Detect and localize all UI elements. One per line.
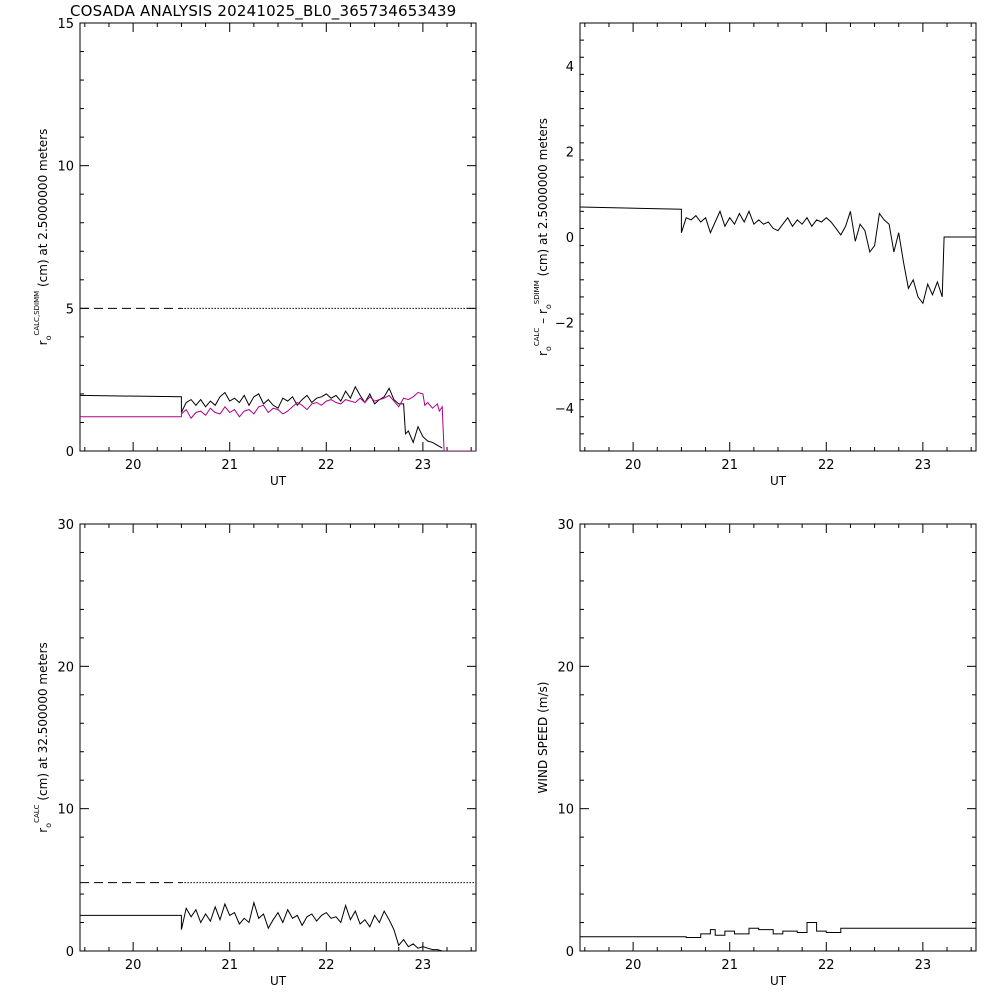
y-label-rest: (cm) at 2.5000000 meters [36, 129, 50, 291]
data-series-line-2 [80, 391, 476, 451]
data-series-line-1 [80, 900, 443, 951]
y-tick-label: 10 [57, 160, 74, 175]
y-tick-label: 0 [66, 945, 74, 960]
y-label-base: r [36, 340, 50, 345]
x-axis-label: UT [270, 474, 287, 488]
y-label-base: r [536, 351, 550, 356]
y-tick-label: −4 [555, 402, 574, 417]
y-label-sub: o [44, 823, 53, 828]
y-tick-label: 30 [557, 518, 574, 533]
y-label-rest: (cm) at 32.500000 meters [36, 642, 50, 804]
plot-frame [579, 22, 977, 452]
y-tick-label: 0 [566, 231, 574, 246]
y-tick-label: 20 [57, 660, 74, 675]
y-tick-label: 0 [566, 945, 574, 960]
x-tick-label: 22 [818, 958, 835, 973]
x-tick-label: 20 [625, 458, 642, 473]
x-tick-label: 21 [721, 458, 738, 473]
x-tick-label: 23 [415, 458, 432, 473]
y-label-sup2: SDIMM [533, 280, 541, 304]
y-label-sup: CALC [533, 328, 541, 347]
data-series-line-1 [80, 385, 443, 449]
y-axis-label: roCALC – roSDIMM (cm) at 2.5000000 meter… [533, 118, 553, 356]
x-tick-label: 23 [415, 958, 432, 973]
y-label-mid: – r [536, 309, 550, 328]
chart-panel-3: 20 21 22 23 0 10 20 30 UT roCALC (cm) at 32.50000… [33, 518, 477, 988]
y-axis-label: roCALC (cm) at 32.500000 meters [33, 642, 53, 833]
x-axis-label: UT [270, 974, 287, 988]
data-series-line-1 [580, 206, 976, 305]
x-axis-label: UT [770, 474, 787, 488]
y-label-sub: o [44, 335, 53, 340]
y-tick-label: −2 [555, 317, 574, 332]
y-tick-label: 20 [557, 660, 574, 675]
chart-panel-4: 20 21 22 23 0 10 20 30 UT WIND SPEED (m/s) [536, 518, 977, 988]
x-tick-label: 23 [915, 958, 932, 973]
y-label-sub: o [544, 346, 553, 351]
x-axis-label: UT [770, 974, 787, 988]
y-axis-label: roCALC,SDIMM (cm) at 2.5000000 meters [33, 129, 53, 346]
y-label-sub2: o [544, 304, 553, 309]
y-tick-label: 10 [57, 803, 74, 818]
y-label-sup: CALC,SDIMM [33, 291, 41, 336]
data-series-line-1 [580, 922, 976, 938]
y-tick-label: 15 [57, 17, 74, 32]
x-tick-label: 20 [125, 458, 142, 473]
figure-title: COSADA ANALYSIS 20241025_BL0_36573465343… [70, 2, 457, 20]
x-tick-label: 21 [721, 958, 738, 973]
y-label-base: WIND SPEED (m/s) [536, 682, 550, 794]
y-tick-label: 2 [566, 145, 574, 160]
x-tick-label: 20 [625, 958, 642, 973]
y-tick-label: 5 [66, 302, 74, 317]
y-tick-label: 0 [66, 445, 74, 460]
y-tick-label: 4 [566, 60, 574, 75]
plot-frame [579, 523, 977, 952]
y-tick-label: 30 [57, 518, 74, 533]
x-tick-label: 23 [915, 458, 932, 473]
y-axis-label: WIND SPEED (m/s) [536, 682, 550, 794]
plot-frame [79, 523, 477, 952]
x-tick-label: 21 [221, 958, 238, 973]
x-tick-label: 22 [818, 458, 835, 473]
plot-frame [79, 22, 477, 452]
y-label-base: r [36, 828, 50, 833]
x-tick-label: 21 [221, 458, 238, 473]
x-tick-label: 22 [318, 458, 335, 473]
x-tick-label: 20 [125, 958, 142, 973]
y-tick-label: 10 [557, 803, 574, 818]
y-label-rest: (cm) at 2.5000000 meters [536, 118, 550, 280]
x-tick-label: 22 [318, 958, 335, 973]
y-label-sup: CALC [33, 804, 41, 823]
chart-panel-1: 20 21 22 23 0 5 10 15 UT roCALC,SDIMM (cm) at 2.5… [33, 17, 477, 488]
